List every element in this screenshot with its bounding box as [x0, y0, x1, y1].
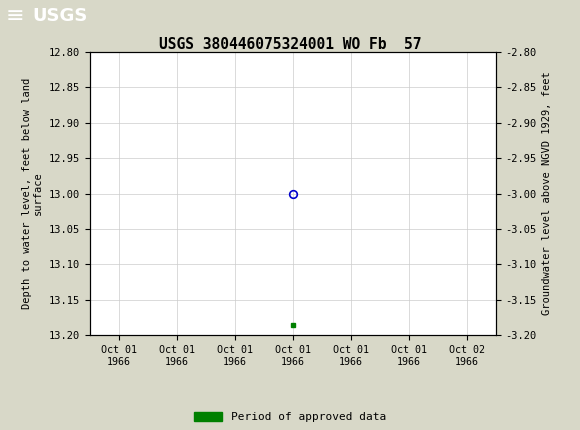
Y-axis label: Groundwater level above NGVD 1929, feet: Groundwater level above NGVD 1929, feet — [542, 72, 552, 315]
Text: USGS: USGS — [32, 7, 87, 25]
Text: ≡: ≡ — [6, 6, 24, 26]
Y-axis label: Depth to water level, feet below land
surface: Depth to water level, feet below land su… — [22, 78, 44, 309]
Text: USGS 380446075324001 WO Fb  57: USGS 380446075324001 WO Fb 57 — [159, 37, 421, 52]
Legend: Period of approved data: Period of approved data — [194, 412, 386, 422]
